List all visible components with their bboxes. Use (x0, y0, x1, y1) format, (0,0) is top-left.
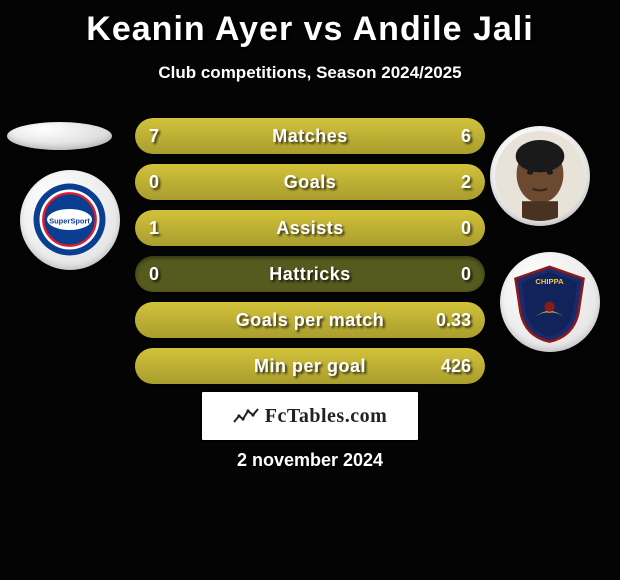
stat-right-value: 426 (441, 348, 471, 384)
supersport-united-crest-icon: SuperSport (32, 182, 107, 257)
stat-bar: 0Goals2 (135, 164, 485, 200)
stat-right-value: 0 (461, 210, 471, 246)
svg-text:SuperSport: SuperSport (49, 216, 90, 225)
stat-bar: 0Hattricks0 (135, 256, 485, 292)
stat-right-value: 6 (461, 118, 471, 154)
stat-right-value: 0 (461, 256, 471, 292)
stat-label: Goals per match (135, 302, 485, 338)
player-left-avatar (7, 122, 112, 150)
svg-text:CHIPPA: CHIPPA (535, 277, 564, 286)
player-right-face-icon (495, 130, 585, 222)
stats-bars: 7Matches60Goals21Assists00Hattricks0Goal… (135, 118, 485, 394)
subtitle: Club competitions, Season 2024/2025 (0, 63, 620, 83)
date-text: 2 november 2024 (0, 450, 620, 471)
stat-bar: 7Matches6 (135, 118, 485, 154)
attribution-text: FcTables.com (265, 405, 387, 428)
attribution-box: FcTables.com (200, 390, 420, 442)
fctables-logo-icon (233, 407, 259, 425)
stat-label: Hattricks (135, 256, 485, 292)
page-title: Keanin Ayer vs Andile Jali (0, 0, 620, 49)
stat-bar: 1Assists0 (135, 210, 485, 246)
stat-label: Goals (135, 164, 485, 200)
chippa-united-crest-icon: CHIPPA (507, 260, 592, 345)
stat-bar: Goals per match0.33 (135, 302, 485, 338)
stat-label: Matches (135, 118, 485, 154)
stat-bar: Min per goal426 (135, 348, 485, 384)
stat-right-value: 0.33 (436, 302, 471, 338)
stat-label: Min per goal (135, 348, 485, 384)
stat-label: Assists (135, 210, 485, 246)
stat-right-value: 2 (461, 164, 471, 200)
